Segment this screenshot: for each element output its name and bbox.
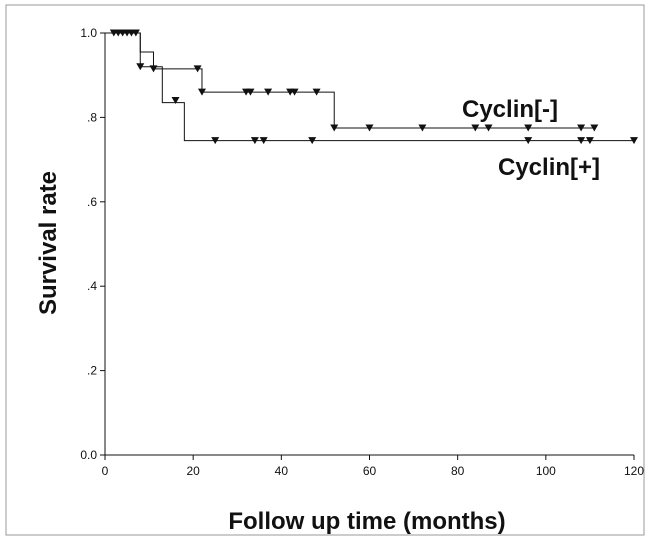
y-tick-label: .2 xyxy=(87,364,97,378)
censor-marker xyxy=(246,88,255,96)
plot-lines xyxy=(105,32,634,142)
x-tick-label: 20 xyxy=(186,464,200,478)
censor-marker xyxy=(312,88,321,96)
x-tick-label: 100 xyxy=(536,464,556,478)
series-label-cyclin-neg: Cyclin[-] xyxy=(462,96,558,123)
x-tick-label: 40 xyxy=(275,464,289,478)
censor-marker xyxy=(630,137,638,145)
censor-marker xyxy=(290,88,299,96)
censor-marker xyxy=(585,137,594,145)
censor-marker xyxy=(330,124,339,132)
x-axis-ticks: 0 20 40 60 80 100 120 xyxy=(102,455,644,478)
censor-marker xyxy=(171,97,180,105)
censor-marker xyxy=(264,88,273,96)
y-tick-label: .8 xyxy=(87,110,97,124)
series-line-1 xyxy=(105,32,634,142)
censor-marker xyxy=(418,124,427,132)
censor-marker xyxy=(149,65,158,73)
y-tick-label: .4 xyxy=(87,279,97,293)
chart-border xyxy=(5,4,645,536)
censor-marker xyxy=(197,88,206,96)
censor-marker xyxy=(308,137,317,145)
censor-marker xyxy=(259,137,268,145)
censor-marker xyxy=(131,29,140,37)
y-axis-ticks: 0.0 .2 .4 .6 .8 1.0 xyxy=(80,26,105,462)
censor-marker xyxy=(577,124,586,132)
series-label-cyclin-pos: Cyclin[+] xyxy=(498,154,600,181)
censor-marker xyxy=(250,137,259,145)
y-axis-title: Survival rate xyxy=(35,171,62,315)
y-tick-label: 1.0 xyxy=(80,26,97,40)
censor-marker xyxy=(193,65,202,73)
censor-marker xyxy=(577,137,586,145)
censor-marker xyxy=(524,124,533,132)
censor-marker xyxy=(590,124,599,132)
x-axis-title: Follow up time (months) xyxy=(228,508,505,535)
censor-marker xyxy=(524,137,533,145)
x-tick-label: 120 xyxy=(624,464,644,478)
censor-marker xyxy=(136,63,145,71)
x-tick-label: 80 xyxy=(451,464,465,478)
y-tick-label: .6 xyxy=(87,195,97,209)
x-tick-label: 0 xyxy=(102,464,109,478)
y-tick-label: 0.0 xyxy=(80,448,97,462)
censor-markers xyxy=(109,29,638,145)
censor-marker xyxy=(471,124,480,132)
censor-marker xyxy=(484,124,493,132)
censor-marker xyxy=(211,137,220,145)
censor-marker xyxy=(365,124,374,132)
x-tick-label: 60 xyxy=(363,464,377,478)
